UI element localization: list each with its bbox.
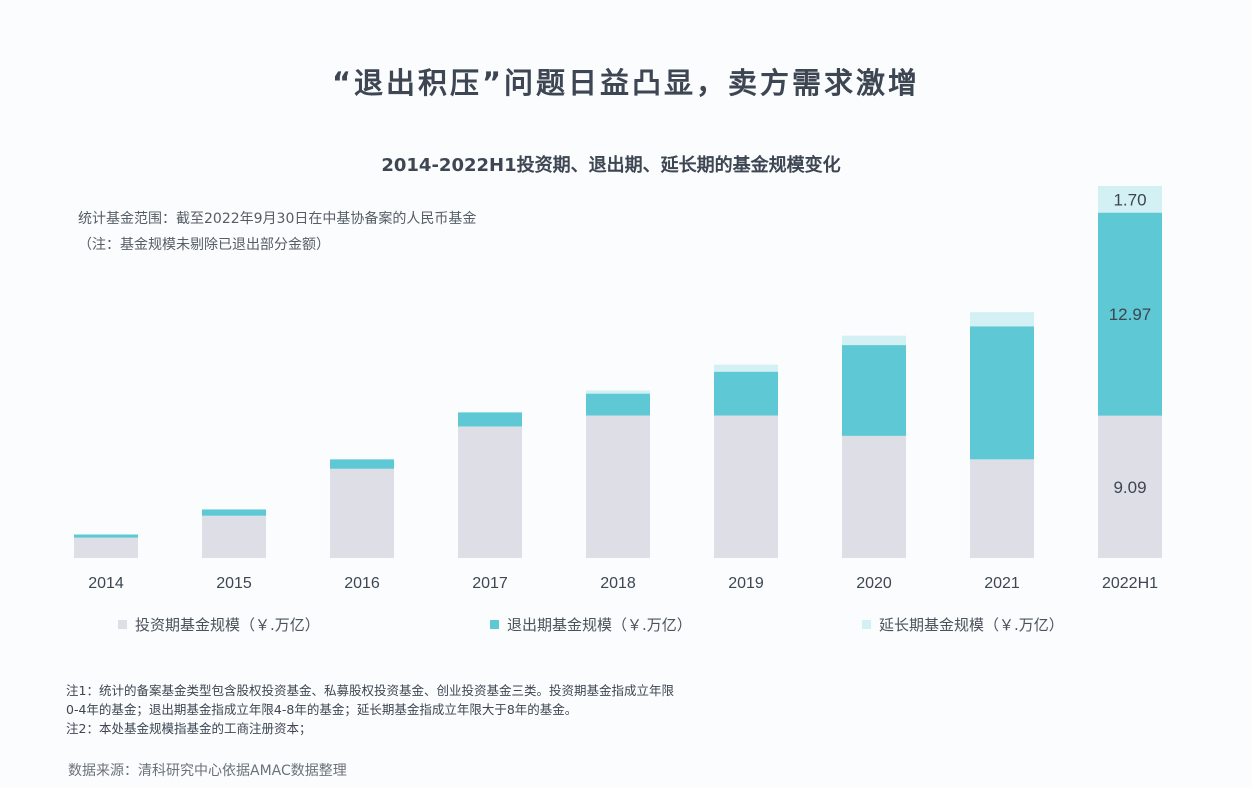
- bar-segment-2018-s2: [586, 390, 650, 394]
- x-tick-label: 2022H1: [1102, 575, 1158, 592]
- bar-segment-2019-s1: [714, 371, 778, 416]
- bar-segment-2018-s1: [586, 393, 650, 416]
- legend-swatch: [862, 620, 871, 629]
- bar-segment-2020-s1: [842, 345, 906, 436]
- footnote-line: 注2：本处基金规模指基金的工商注册资本；: [66, 721, 312, 736]
- legend-item-exit: 退出期基金规模（￥.万亿）: [490, 614, 692, 635]
- bar-segment-2022H1-s1: [1098, 212, 1162, 416]
- bar-segment-2021-s0: [970, 459, 1034, 558]
- bar-segment-2020-s2: [842, 335, 906, 346]
- footnote-line: 注1：统计的备案基金类型包含股权投资基金、私募股权投资基金、创业投资基金三类。投…: [66, 683, 674, 698]
- scope-note: 统计基金范围：截至2022年9月30日在中基协备案的人民币基金 （注：基金规模未…: [78, 206, 476, 258]
- x-tick-label: 2018: [600, 575, 636, 592]
- bar-segment-2022H1-s0: [1098, 415, 1162, 558]
- bar-segment-2016-s1: [330, 459, 394, 469]
- bar-segment-2017-s1: [458, 412, 522, 427]
- bar-segment-2019-s2: [714, 364, 778, 372]
- data-source: 数据来源：清科研究中心依据AMAC数据整理: [68, 763, 347, 779]
- main-title: “退出积压”问题日益凸显，卖方需求激增: [331, 66, 921, 100]
- x-tick-label: 2021: [984, 575, 1020, 592]
- bar-segment-2018-s0: [586, 415, 650, 558]
- scope-note-line: 统计基金范围：截至2022年9月30日在中基协备案的人民币基金: [78, 211, 477, 227]
- x-tick-label: 2016: [344, 575, 380, 592]
- bar-segment-2021-s2: [970, 312, 1034, 327]
- bar-segment-2021-s1: [970, 326, 1034, 460]
- chart-title: 2014-2022H1投资期、退出期、延长期的基金规模变化: [381, 155, 841, 176]
- bar-segment-2015-s1: [202, 509, 266, 516]
- footnotes: 注1：统计的备案基金类型包含股权投资基金、私募股权投资基金、创业投资基金三类。投…: [66, 681, 674, 738]
- x-tick-label: 2020: [856, 575, 892, 592]
- data-label: 12.97: [1109, 305, 1152, 324]
- bar-segment-2017-s0: [458, 426, 522, 558]
- x-tick-label: 2015: [216, 575, 252, 592]
- bar-segment-2022H1-s2: [1098, 186, 1162, 213]
- legend-label: 延长期基金规模（￥.万亿）: [879, 616, 1064, 634]
- x-tick-label: 2019: [728, 575, 764, 592]
- x-tick-label: 2014: [88, 575, 124, 592]
- legend-swatch: [490, 620, 499, 629]
- bar-segment-2014-s1: [74, 534, 138, 538]
- footnote-line: 0-4年的基金；退出期基金指成立年限4-8年的基金；延长期基金指成立年限大于8年…: [66, 702, 578, 717]
- data-label: 9.09: [1113, 478, 1146, 497]
- bar-segment-2020-s0: [842, 435, 906, 558]
- legend-item-invest: 投资期基金规模（￥.万亿）: [118, 614, 320, 635]
- bar-segment-2019-s0: [714, 415, 778, 558]
- scope-note-line: （注：基金规模未剔除已退出部分金额）: [78, 237, 330, 253]
- legend-label: 投资期基金规模（￥.万亿）: [135, 616, 320, 634]
- legend-item-extension: 延长期基金规模（￥.万亿）: [862, 614, 1064, 635]
- x-tick-label: 2017: [472, 575, 508, 592]
- data-label: 1.70: [1113, 190, 1146, 209]
- legend-swatch: [118, 620, 127, 629]
- legend-label: 退出期基金规模（￥.万亿）: [507, 616, 692, 634]
- bar-segment-2016-s0: [330, 468, 394, 558]
- bar-segment-2015-s0: [202, 515, 266, 558]
- bar-segment-2014-s0: [74, 537, 138, 558]
